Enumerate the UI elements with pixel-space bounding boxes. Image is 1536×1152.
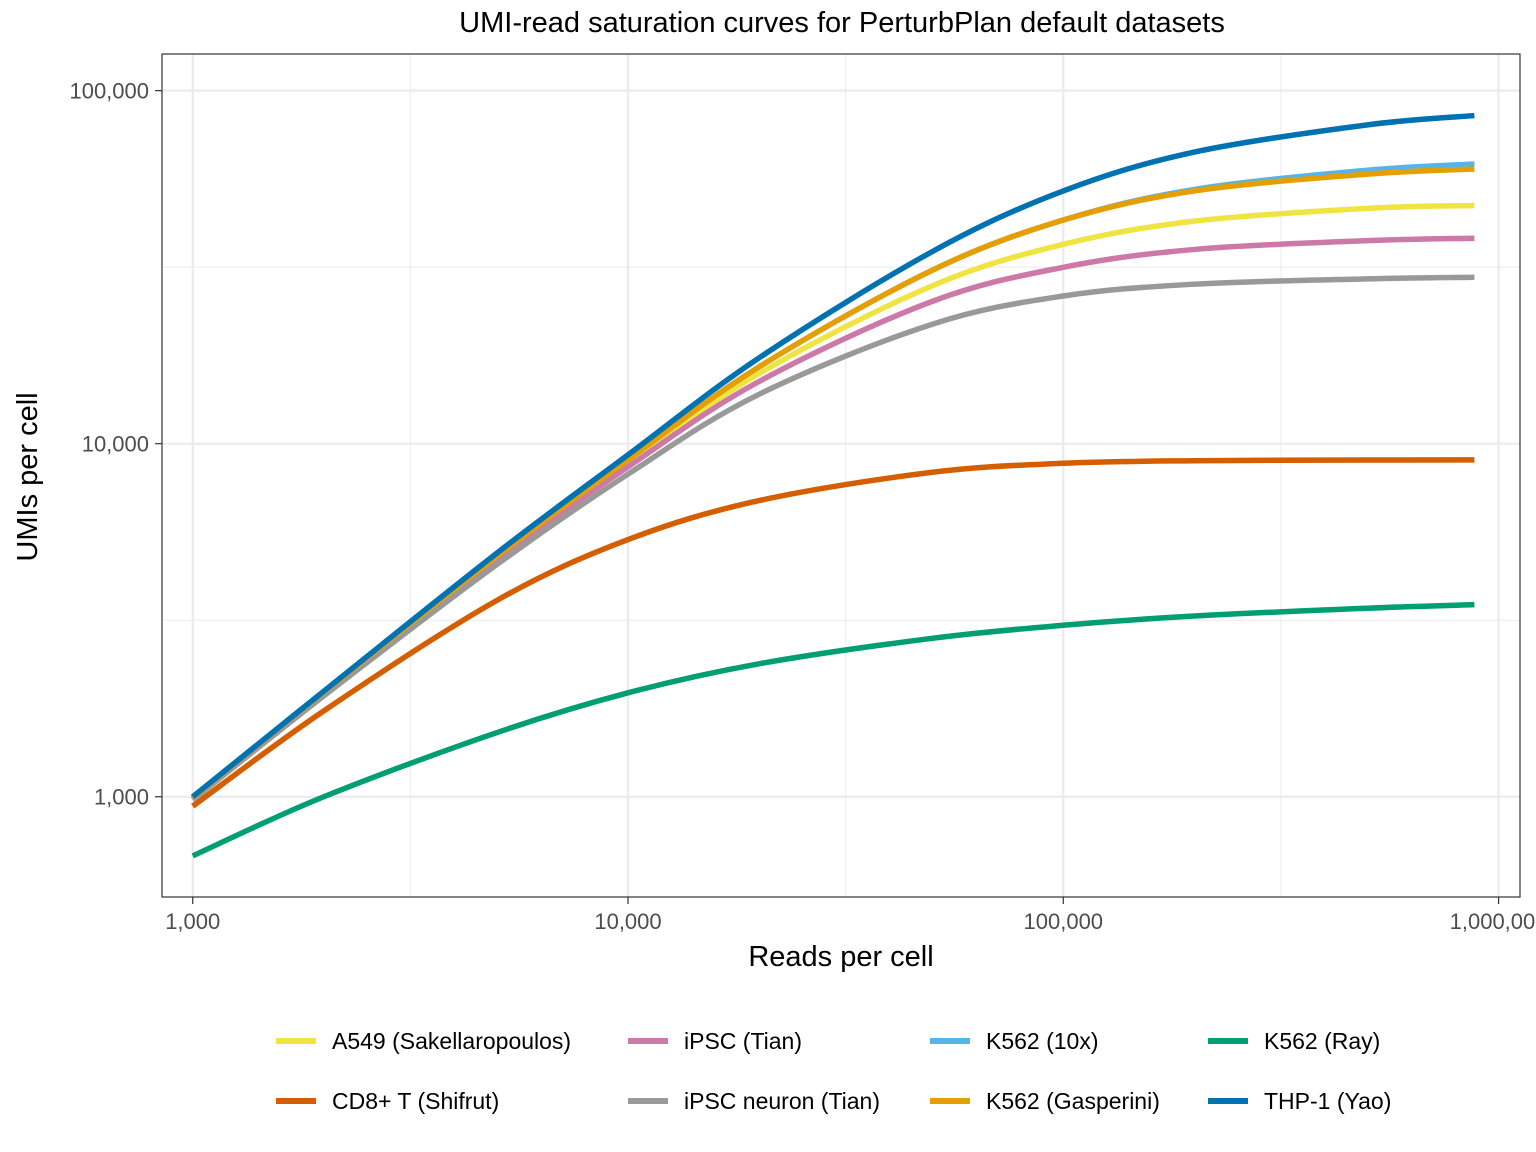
x-tick-label: 10,000 bbox=[594, 909, 661, 934]
series-line bbox=[191, 601, 1475, 859]
x-tick-label: 1,000 bbox=[165, 909, 220, 934]
chart-title: UMI-read saturation curves for PerturbPl… bbox=[459, 7, 1225, 39]
x-axis: 1,000 10,000 100,000 1,000,000 bbox=[165, 897, 1536, 934]
grid-minor bbox=[162, 54, 1520, 897]
series-line bbox=[190, 112, 1475, 799]
plot-panel-border bbox=[161, 53, 1521, 898]
x-tick-label: 1,000,000 bbox=[1450, 909, 1536, 934]
legend-label: K562 (Ray) bbox=[1264, 1028, 1380, 1054]
legend-label: CD8+ T (Shifrut) bbox=[332, 1088, 499, 1114]
grid-major bbox=[162, 54, 1520, 897]
legend-label: iPSC (Tian) bbox=[684, 1028, 802, 1054]
legend-label: THP-1 (Yao) bbox=[1264, 1088, 1391, 1114]
legend-label: K562 (Gasperini) bbox=[986, 1088, 1160, 1114]
series-lines bbox=[190, 112, 1475, 859]
series-line bbox=[191, 274, 1475, 802]
y-tick-label: 1,000 bbox=[94, 785, 149, 810]
legend: A549 (Sakellaropoulos) iPSC (Tian) K562 (1… bbox=[276, 1028, 1391, 1114]
series-line bbox=[191, 457, 1475, 809]
x-axis-title: Reads per cell bbox=[748, 941, 933, 973]
y-tick-label: 100,000 bbox=[69, 79, 149, 104]
legend-label: K562 (10x) bbox=[986, 1028, 1099, 1054]
y-axis-title: UMIs per cell bbox=[12, 392, 44, 561]
legend-label: iPSC neuron (Tian) bbox=[684, 1088, 880, 1114]
x-tick-label: 100,000 bbox=[1024, 909, 1104, 934]
y-axis: 1,000 10,000 100,000 bbox=[69, 79, 162, 810]
y-tick-label: 10,000 bbox=[82, 432, 149, 457]
legend-label: A549 (Sakellaropoulos) bbox=[332, 1028, 571, 1054]
